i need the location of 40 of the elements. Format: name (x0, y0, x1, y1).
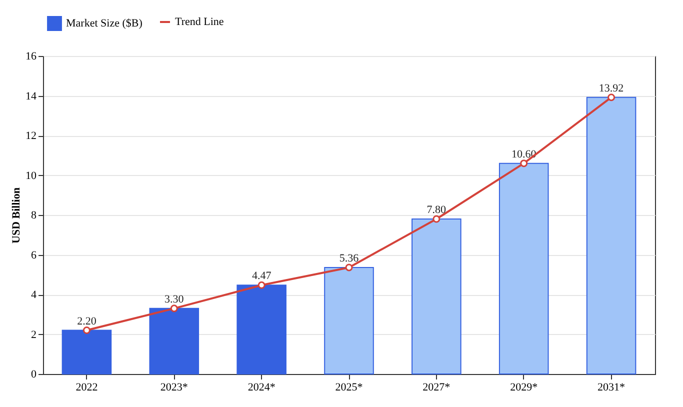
y-tick-label: 10 (26, 170, 37, 182)
bar (498, 162, 549, 374)
x-tick-label: 2023* (160, 382, 188, 394)
x-tick-label: 2025* (335, 382, 363, 394)
x-tick-label: 2024* (248, 382, 276, 394)
bar (586, 96, 636, 374)
data-label: 5.36 (339, 252, 360, 264)
bar (324, 266, 374, 374)
y-tick-label: 14 (26, 90, 37, 102)
y-axis-title: USD Billion (10, 188, 22, 244)
x-tick-label: 2029* (510, 382, 538, 394)
legend-label: Trend Line (175, 16, 224, 28)
y-tick-label: 4 (31, 289, 37, 301)
data-label: 2.20 (77, 315, 97, 328)
data-label: 4.47 (252, 270, 272, 282)
y-tick-label: 12 (26, 130, 36, 142)
data-label: 10.60 (511, 148, 537, 160)
point (345, 264, 353, 272)
y-tick-label: 0 (31, 368, 37, 380)
data-label: 3.30 (164, 293, 184, 306)
y-tick-label: 8 (31, 210, 37, 222)
bar (236, 284, 286, 374)
bar (149, 308, 200, 374)
bar (412, 218, 462, 374)
point (170, 304, 178, 312)
x-tick-label: 2027* (422, 382, 450, 394)
y-tick-label: 2 (31, 328, 36, 341)
x-tick-label: 2022 (76, 382, 98, 394)
point (258, 281, 266, 289)
y-tick-label: 6 (31, 249, 37, 262)
point (82, 326, 90, 334)
point (608, 94, 616, 102)
bar (62, 330, 112, 374)
data-label: 7.80 (426, 204, 447, 216)
x-tick-label: 2031* (598, 382, 626, 394)
point (520, 160, 528, 168)
legend-label: Market Size ($B) (66, 18, 143, 30)
y-tick-label: 16 (26, 50, 37, 62)
point (432, 215, 440, 223)
data-label: 13.92 (598, 82, 624, 94)
